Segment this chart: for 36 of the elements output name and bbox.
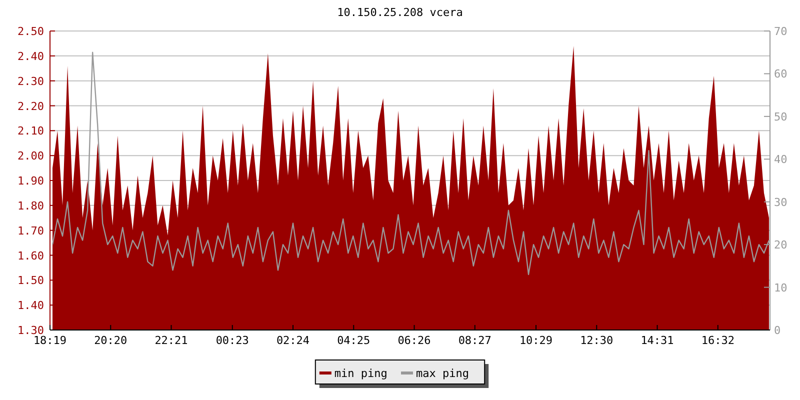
x-tick-label: 18:19: [33, 334, 67, 347]
x-tick-label: 04:25: [337, 334, 370, 347]
x-tick-label: 06:26: [398, 334, 431, 347]
y-tick-label: 2.40: [18, 50, 44, 63]
legend-label: min ping: [334, 367, 388, 380]
y-tick-label: 1.70: [18, 224, 44, 238]
x-tick-label: 16:32: [701, 334, 734, 347]
y2-tick-label: 70: [774, 25, 788, 38]
y2-tick-label: 50: [774, 110, 788, 124]
x-tick-label: 10:29: [519, 334, 553, 347]
x-tick-label: 02:24: [276, 334, 310, 347]
x-tick-label: 22:21: [154, 334, 188, 347]
y-tick-label: 1.50: [18, 274, 44, 288]
y-tick-label: 1.40: [18, 299, 44, 312]
x-tick-label: 20:20: [94, 334, 128, 347]
x-tick-label: 14:31: [640, 334, 674, 347]
y2-tick-label: 30: [774, 196, 788, 209]
y2-tick-label: 0: [774, 324, 781, 337]
y-tick-label: 2.00: [18, 150, 44, 163]
x-tick-label: 12:30: [580, 334, 614, 347]
y-tick-label: 2.20: [18, 100, 44, 113]
x-tick-label: 08:27: [458, 334, 492, 347]
y-tick-label: 1.60: [18, 249, 44, 262]
y2-tick-label: 40: [774, 153, 788, 166]
y2-tick-label: 20: [774, 238, 788, 252]
x-tick-label: 00:23: [216, 334, 249, 347]
y-tick-label: 1.80: [18, 199, 44, 212]
y-tick-label: 2.30: [18, 74, 44, 88]
y-tick-label: 1.90: [18, 174, 44, 188]
y2-tick-label: 60: [774, 68, 788, 81]
y2-tick-label: 10: [774, 281, 788, 294]
y-tick-label: 2.10: [18, 124, 44, 138]
y-tick-label: 2.50: [18, 25, 44, 38]
y-tick-label: 1.30: [18, 324, 44, 337]
legend-label: max ping: [416, 367, 469, 380]
chart-title: 10.150.25.208 vcera: [337, 6, 463, 19]
